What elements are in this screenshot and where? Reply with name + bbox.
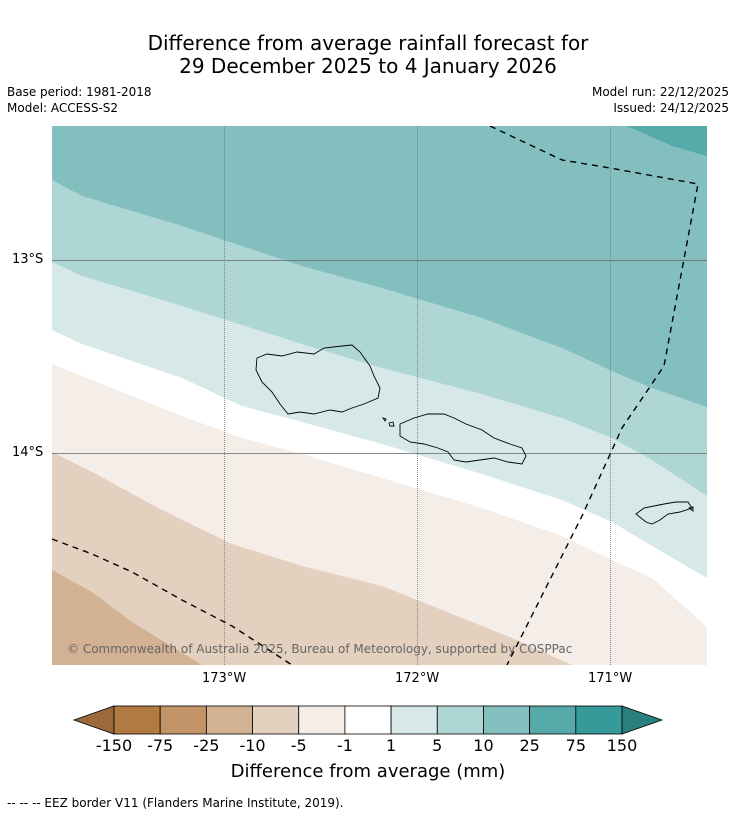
colorbar-tick-label: 150 — [606, 736, 638, 755]
colorbar-tick-label: -1 — [336, 736, 353, 755]
rainfall-map — [52, 126, 707, 665]
colorbar-cell — [483, 705, 531, 735]
colorbar-tick-label: 75 — [565, 736, 586, 755]
lat-label-13s: 13°S — [12, 252, 44, 267]
eez-border-south — [52, 538, 293, 665]
colorbar-label: Difference from average (mm) — [230, 761, 506, 782]
tutuila-island — [635, 501, 693, 525]
colorbar-cell — [205, 705, 253, 735]
band-25-to-75 — [627, 126, 707, 156]
colorbar-tick-label: 10 — [473, 736, 494, 755]
colorbar-tick-label: 25 — [519, 736, 540, 755]
band-minus10-to-minus25 — [52, 570, 202, 665]
colorbar-cell — [344, 705, 392, 735]
base-period: Base period: 1981-2018 — [7, 85, 152, 99]
lon-label-173w: 173°W — [202, 671, 247, 686]
lat-label-14s: 14°S — [12, 445, 44, 460]
colorbar-cell — [252, 705, 300, 735]
colorbar-tick-label: 5 — [432, 736, 443, 755]
savaii-island — [255, 344, 381, 415]
gridlines — [52, 126, 707, 665]
eez-border-north — [489, 126, 699, 665]
colorbar-cell — [575, 705, 623, 735]
copyright-notice: © Commonwealth of Australia 2025, Bureau… — [67, 642, 573, 656]
eez-footnote: -- -- -- EEZ border V11 (Flanders Marine… — [7, 796, 344, 810]
colorbar-cell — [436, 705, 484, 735]
colorbar-arrow-high — [621, 705, 664, 735]
manono-island — [388, 421, 395, 427]
title-line-1: Difference from average rainfall forecas… — [147, 31, 589, 55]
colorbar-cell — [113, 705, 161, 735]
colorbar-cell — [159, 705, 207, 735]
lon-label-171w: 171°W — [588, 671, 633, 686]
colorbar-tick-label: -25 — [193, 736, 220, 755]
colorbar-tick-label: -150 — [95, 736, 133, 755]
model-run: Model run: 22/12/2025 — [591, 85, 729, 99]
band-minus5-to-minus10 — [52, 452, 572, 665]
colorbar-arrow-low — [72, 705, 115, 735]
colorbar-tick-label: -5 — [290, 736, 307, 755]
issued-date: Issued: 24/12/2025 — [613, 101, 729, 115]
colorbar — [72, 705, 664, 735]
lon-label-172w: 172°W — [395, 671, 440, 686]
upolu-island — [399, 413, 527, 465]
colorbar-tick-label: -75 — [147, 736, 174, 755]
colorbar-cell — [529, 705, 577, 735]
colorbar-tick-label: -10 — [239, 736, 266, 755]
aunuu-island — [687, 506, 694, 512]
colorbar-cell — [298, 705, 346, 735]
model-name: Model: ACCESS-S2 — [7, 101, 119, 115]
colorbar-tick-label: 1 — [385, 736, 397, 755]
colorbar-cell — [390, 705, 438, 735]
apolima-island — [381, 417, 387, 422]
title-line-2: 29 December 2025 to 4 January 2026 — [179, 54, 557, 78]
